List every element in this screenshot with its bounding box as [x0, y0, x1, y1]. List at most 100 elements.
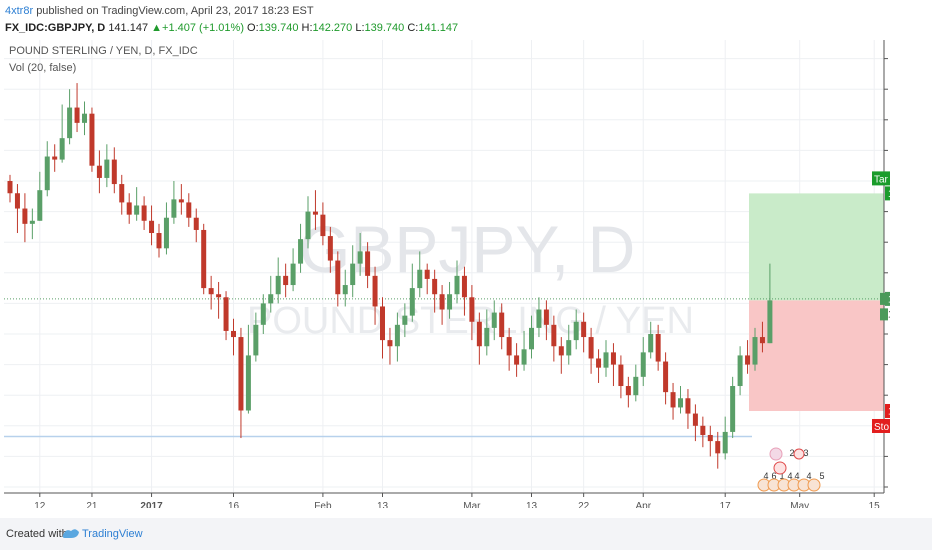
candle-body[interactable]	[253, 324, 259, 356]
candle-body[interactable]	[722, 431, 728, 454]
candle-body[interactable]	[245, 355, 251, 411]
candle-body[interactable]	[484, 327, 490, 347]
candle-body[interactable]	[96, 165, 102, 178]
candle-body[interactable]	[461, 275, 467, 298]
candle-body[interactable]	[22, 208, 28, 224]
target-zone[interactable]	[749, 193, 884, 301]
author-link[interactable]: 4xtr8r	[5, 5, 34, 17]
candle-body[interactable]	[417, 269, 423, 289]
tradingview-brand[interactable]: TradingView	[82, 528, 143, 540]
candle-body[interactable]	[74, 107, 80, 123]
candle-body[interactable]	[59, 138, 65, 160]
candle-body[interactable]	[365, 251, 371, 276]
candle-body[interactable]	[231, 330, 236, 338]
candle-body[interactable]	[439, 294, 445, 310]
candle-body[interactable]	[327, 236, 333, 261]
candle-body[interactable]	[409, 288, 415, 316]
candle-body[interactable]	[424, 269, 430, 279]
candle-body[interactable]	[216, 294, 222, 298]
candle-body[interactable]	[89, 113, 95, 166]
candle-body[interactable]	[447, 294, 453, 310]
candle-body[interactable]	[320, 214, 326, 237]
candle-body[interactable]	[588, 337, 594, 359]
candle-body[interactable]	[715, 441, 721, 454]
candle-body[interactable]	[745, 355, 751, 365]
candle-body[interactable]	[149, 220, 155, 234]
stop-tag-bg[interactable]	[872, 418, 890, 433]
candle-body[interactable]	[52, 156, 58, 160]
candle-body[interactable]	[499, 312, 505, 338]
candle-body[interactable]	[476, 321, 482, 347]
candle-body[interactable]	[275, 275, 281, 295]
candle-body[interactable]	[402, 315, 408, 325]
candle-body[interactable]	[186, 202, 192, 218]
candle-body[interactable]	[193, 217, 199, 230]
candle-body[interactable]	[223, 297, 229, 331]
candle-body[interactable]	[201, 229, 207, 289]
candle-body[interactable]	[104, 159, 110, 178]
candle-body[interactable]	[82, 113, 87, 123]
candle-body[interactable]	[387, 340, 393, 347]
candle-body[interactable]	[380, 306, 385, 341]
candle-body[interactable]	[566, 340, 572, 356]
candle-body[interactable]	[655, 334, 661, 362]
candle-body[interactable]	[707, 434, 713, 442]
candle-body[interactable]	[156, 233, 162, 249]
chart-area[interactable]: GBPJPY, D POUND STERLING / YEN POUND STERL…	[4, 40, 932, 512]
candle-body[interactable]	[312, 211, 318, 215]
candle-body[interactable]	[119, 184, 125, 203]
candle-body[interactable]	[663, 361, 669, 393]
candle-body[interactable]	[767, 300, 773, 344]
candle-body[interactable]	[111, 159, 117, 185]
entry-price-handle[interactable]	[880, 308, 888, 321]
candle-body[interactable]	[44, 156, 50, 191]
candle-body[interactable]	[700, 425, 706, 435]
candle-body[interactable]	[491, 312, 497, 328]
candle-body[interactable]	[678, 398, 683, 408]
candle-body[interactable]	[640, 352, 646, 377]
candle-body[interactable]	[529, 327, 534, 350]
candle-body[interactable]	[283, 275, 289, 286]
candle-body[interactable]	[610, 352, 616, 365]
candle-body[interactable]	[163, 217, 169, 249]
event-flag-icon[interactable]	[807, 478, 821, 492]
event-flag-icon[interactable]	[769, 447, 783, 461]
candle-body[interactable]	[514, 355, 520, 365]
candle-body[interactable]	[543, 309, 549, 325]
candle-body[interactable]	[208, 288, 214, 295]
candle-body[interactable]	[357, 251, 363, 264]
candle-body[interactable]	[685, 398, 691, 414]
candle-body[interactable]	[238, 337, 244, 411]
candle-body[interactable]	[730, 386, 736, 432]
candle-body[interactable]	[305, 211, 311, 240]
candle-body[interactable]	[432, 278, 438, 295]
candle-body[interactable]	[692, 413, 698, 426]
candle-body[interactable]	[558, 346, 564, 356]
candle-body[interactable]	[134, 205, 140, 215]
candle-body[interactable]	[536, 309, 542, 328]
candle-body[interactable]	[469, 297, 475, 322]
candle-body[interactable]	[454, 275, 460, 295]
candle-body[interactable]	[633, 376, 639, 396]
candle-body[interactable]	[298, 239, 304, 264]
candle-body[interactable]	[551, 324, 557, 347]
candle-body[interactable]	[141, 205, 147, 221]
candle-body[interactable]	[290, 263, 296, 286]
candle-body[interactable]	[625, 386, 631, 396]
candle-body[interactable]	[506, 337, 512, 356]
candle-body[interactable]	[618, 364, 624, 387]
candle-body[interactable]	[648, 334, 654, 353]
candle-body[interactable]	[394, 324, 400, 347]
candle-body[interactable]	[67, 107, 73, 139]
candle-body[interactable]	[670, 392, 676, 408]
last-price-handle[interactable]	[880, 292, 888, 305]
candle-body[interactable]	[171, 199, 177, 218]
candle-body[interactable]	[178, 199, 184, 203]
candle-body[interactable]	[335, 260, 341, 295]
event-flag-icon[interactable]	[793, 448, 805, 460]
candle-body[interactable]	[521, 349, 527, 365]
candle-body[interactable]	[737, 355, 743, 387]
candle-body[interactable]	[29, 220, 35, 224]
candle-body[interactable]	[37, 190, 43, 221]
